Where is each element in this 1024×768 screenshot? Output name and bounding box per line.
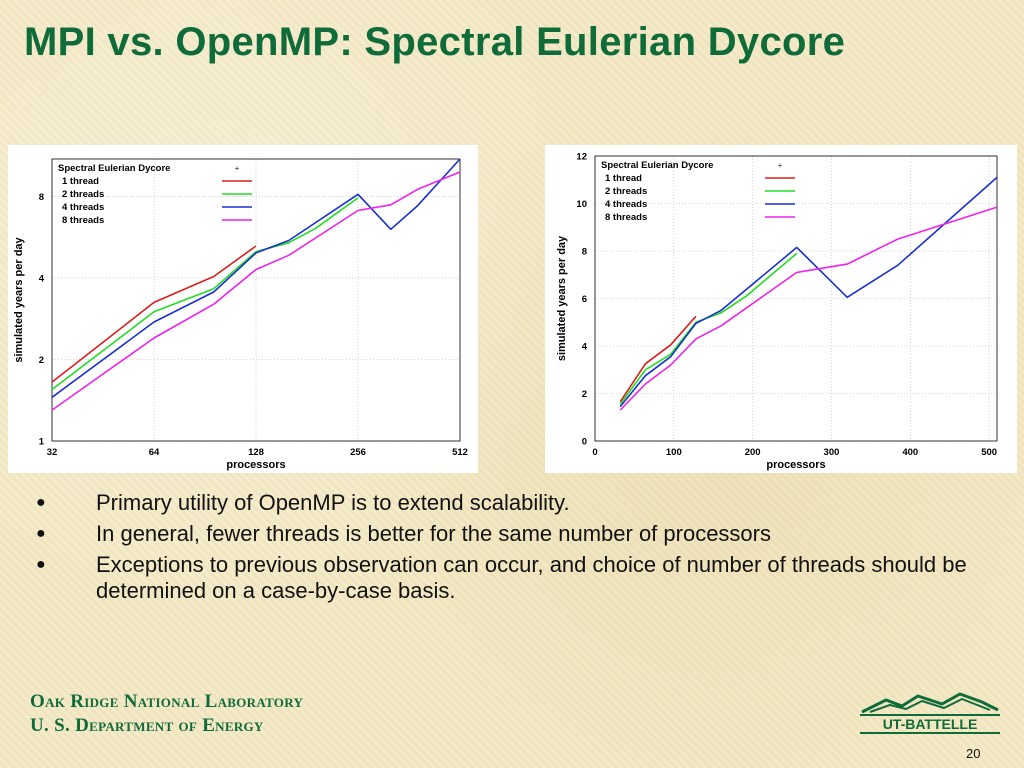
org-line-lab: Oak Ridge National Laboratory bbox=[30, 691, 304, 712]
x-tick-label: 100 bbox=[666, 447, 682, 458]
y-tick-label: 4 bbox=[582, 342, 588, 353]
org-name: Oak Ridge National Laboratory U. S. Depa… bbox=[30, 690, 303, 738]
x-axis-label: processors bbox=[226, 459, 285, 471]
series-line-4-threads bbox=[619, 176, 998, 408]
y-tick-label: 1 bbox=[39, 437, 45, 448]
x-tick-label: 256 bbox=[350, 447, 366, 458]
chart-legend: Spectral Eulerian Dycore +1 thread 2 threa… bbox=[58, 163, 252, 226]
chart-legend: Spectral Eulerian Dycore +1 thread 2 threa… bbox=[601, 160, 795, 223]
y-tick-label: 4 bbox=[39, 273, 45, 284]
bullet-item: ● Primary utility of OpenMP is to extend… bbox=[30, 490, 1010, 516]
series-line-2-threads bbox=[619, 252, 798, 405]
series-line-8-threads bbox=[51, 171, 461, 411]
chart-linear-scale: 0 100 200 300 400 500 0 2 4 6 8 10 12 processors simul… bbox=[545, 145, 1017, 473]
bullet-text: Exceptions to previous observation can o… bbox=[96, 552, 967, 603]
series-line-1-thread bbox=[619, 315, 697, 403]
x-tick-label: 500 bbox=[981, 447, 997, 458]
legend-label: 1 thread bbox=[62, 176, 99, 187]
bullet-text: Primary utility of OpenMP is to extend s… bbox=[96, 490, 570, 515]
org-line-doe: U. S. Department of Energy bbox=[30, 715, 264, 736]
series-line-2-threads bbox=[51, 197, 359, 391]
plot-frame bbox=[594, 155, 998, 442]
bullet-item: ● Exceptions to previous observation can… bbox=[30, 552, 1010, 604]
y-tick-label: 12 bbox=[576, 152, 587, 163]
legend-title: Spectral Eulerian Dycore bbox=[601, 160, 713, 171]
legend-label: 8 threads bbox=[605, 212, 647, 223]
y-tick-label: 10 bbox=[576, 199, 587, 210]
y-tick-label: 8 bbox=[582, 247, 587, 258]
x-tick-label: 0 bbox=[592, 447, 597, 458]
series-line-1-thread bbox=[51, 245, 257, 383]
y-tick-label: 2 bbox=[39, 355, 44, 366]
y-tick-label: 0 bbox=[582, 437, 587, 448]
bullet-dot-icon: ● bbox=[36, 556, 46, 573]
slide-title: MPI vs. OpenMP: Spectral Eulerian Dycore bbox=[24, 20, 846, 64]
ut-battelle-logo: UT-BATTELLE bbox=[856, 690, 1004, 736]
series-line-4-threads bbox=[51, 158, 461, 398]
x-axis-label: processors bbox=[766, 459, 825, 471]
y-axis-label: simulated years per day bbox=[13, 236, 25, 362]
legend-label: 4 threads bbox=[605, 199, 647, 210]
x-tick-label: 300 bbox=[824, 447, 840, 458]
legend-title-marker: + bbox=[778, 161, 783, 170]
y-tick-label: 6 bbox=[582, 294, 587, 305]
legend-label: 8 threads bbox=[62, 215, 104, 226]
legend-label: 2 threads bbox=[62, 189, 104, 200]
bullet-text: In general, fewer threads is better for … bbox=[96, 521, 771, 546]
x-tick-label: 400 bbox=[902, 447, 918, 458]
legend-title: Spectral Eulerian Dycore bbox=[58, 163, 170, 174]
x-tick-label: 128 bbox=[248, 447, 264, 458]
x-tick-label: 64 bbox=[149, 447, 160, 458]
x-tick-label: 512 bbox=[452, 447, 468, 458]
chart-log-scale: 32 64 128 256 512 1 2 4 8 processors simulated yea… bbox=[8, 145, 478, 473]
plot-frame bbox=[51, 158, 461, 442]
chart-log-svg: 32 64 128 256 512 1 2 4 8 processors simulated yea… bbox=[13, 158, 468, 471]
mountain-logo-icon: UT-BATTELLE bbox=[860, 692, 1000, 734]
bullet-dot-icon: ● bbox=[36, 494, 46, 511]
y-tick-label: 8 bbox=[39, 192, 44, 203]
legend-title-marker: + bbox=[235, 164, 240, 173]
y-axis-label: simulated years per day bbox=[556, 235, 568, 361]
legend-label: 4 threads bbox=[62, 202, 104, 213]
chart-linear-svg: 0 100 200 300 400 500 0 2 4 6 8 10 12 processors simul… bbox=[556, 152, 998, 471]
bullet-dot-icon: ● bbox=[36, 525, 46, 542]
x-tick-label: 200 bbox=[745, 447, 761, 458]
legend-label: 2 threads bbox=[605, 186, 647, 197]
x-tick-label: 32 bbox=[47, 447, 58, 458]
bullet-list: ● Primary utility of OpenMP is to extend… bbox=[30, 490, 1010, 609]
bullet-item: ● In general, fewer threads is better fo… bbox=[30, 521, 1010, 547]
series-line-8-threads bbox=[619, 206, 998, 411]
logo-text: UT-BATTELLE bbox=[883, 716, 978, 732]
page-number: 20 bbox=[966, 746, 981, 761]
legend-label: 1 thread bbox=[605, 173, 642, 184]
y-tick-label: 2 bbox=[582, 389, 587, 400]
